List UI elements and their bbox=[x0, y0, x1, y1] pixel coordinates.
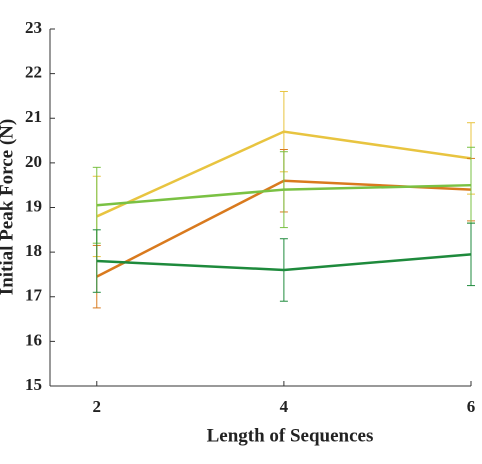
y-tick-label: 15 bbox=[25, 375, 42, 394]
x-axis-label: Length of Sequences bbox=[207, 425, 374, 446]
y-tick-label: 17 bbox=[25, 286, 43, 305]
x-tick-label: 4 bbox=[280, 397, 289, 416]
series-line bbox=[96, 130, 472, 218]
y-tick-label: 20 bbox=[25, 152, 42, 171]
x-tick-label: 2 bbox=[93, 397, 102, 416]
series-line bbox=[96, 183, 472, 207]
y-tick-label: 19 bbox=[25, 196, 42, 215]
y-axis-label: Initial Peak Force (N) bbox=[0, 119, 17, 295]
series-line bbox=[96, 253, 472, 272]
y-tick-label: 23 bbox=[25, 18, 42, 37]
y-tick-label: 18 bbox=[25, 241, 42, 260]
y-tick-label: 16 bbox=[25, 330, 42, 349]
y-tick-label: 21 bbox=[25, 107, 42, 126]
y-tick-label: 22 bbox=[25, 63, 42, 82]
x-tick-label: 6 bbox=[467, 397, 476, 416]
